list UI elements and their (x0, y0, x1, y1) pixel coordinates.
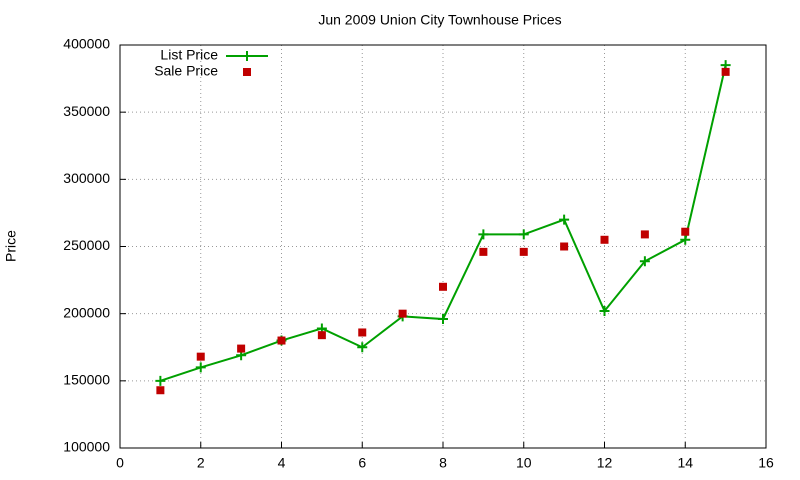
data-point (317, 331, 326, 340)
x-tick-label: 12 (597, 455, 613, 471)
legend-label: Sale Price (154, 63, 218, 79)
data-point (478, 229, 489, 240)
legend-marker (243, 68, 251, 76)
legend-marker (242, 51, 252, 61)
data-point (195, 362, 206, 373)
y-tick-label: 200000 (63, 304, 110, 320)
x-tick-label: 16 (758, 455, 774, 471)
y-tick-label: 250000 (63, 237, 110, 253)
chart-title: Jun 2009 Union City Townhouse Prices (318, 12, 561, 28)
data-point (196, 352, 205, 361)
data-point (518, 229, 529, 240)
data-point (156, 386, 165, 395)
data-point (277, 336, 286, 345)
plot-border (119, 44, 767, 449)
data-point (358, 328, 367, 337)
x-tick-label: 14 (677, 455, 693, 471)
x-tick-label: 4 (278, 455, 286, 471)
y-tick-label: 150000 (63, 372, 110, 388)
y-axis-label: Price (3, 230, 19, 262)
data-point (681, 227, 690, 236)
data-point (357, 342, 368, 353)
y-tick-label: 400000 (63, 36, 110, 52)
y-tick-label: 300000 (63, 170, 110, 186)
data-point (438, 314, 448, 325)
data-point (600, 235, 609, 244)
data-point (519, 247, 528, 256)
data-point (721, 67, 730, 76)
x-tick-label: 2 (197, 455, 205, 471)
x-tick-label: 0 (116, 455, 124, 471)
data-point (559, 214, 570, 225)
legend-label: List Price (160, 47, 218, 63)
data-point (639, 256, 650, 267)
data-point (155, 375, 166, 386)
x-tick-label: 6 (358, 455, 366, 471)
data-point (599, 305, 610, 316)
x-tick-label: 8 (439, 455, 447, 471)
data-point (680, 234, 691, 245)
data-point (560, 242, 569, 251)
data-point (479, 247, 488, 256)
y-tick-label: 100000 (63, 439, 110, 455)
x-tick-label: 10 (516, 455, 532, 471)
data-point (398, 309, 407, 318)
data-point (439, 282, 447, 291)
y-tick-label: 350000 (63, 103, 110, 119)
data-point (640, 230, 649, 239)
data-point (237, 344, 246, 353)
